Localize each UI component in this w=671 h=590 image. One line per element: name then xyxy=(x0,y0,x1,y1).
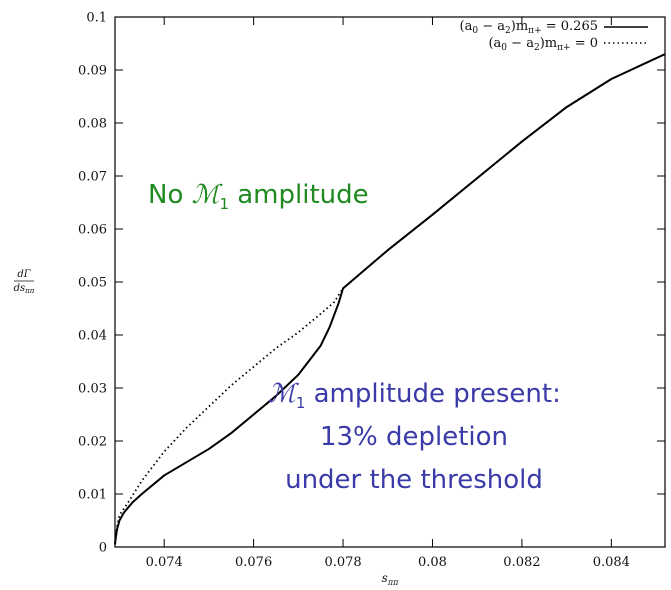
legend-entry-solid: (a0 − a2)mπ+ = 0.265 xyxy=(460,19,648,36)
y-tick-label: 0.02 xyxy=(78,435,107,450)
y-tick-label: 0.1 xyxy=(86,11,107,26)
legend: (a0 − a2)mπ+ = 0.265 (a0 − a2)mπ+ = 0 xyxy=(460,19,648,53)
x-axis-label: sππ xyxy=(382,571,399,587)
x-tick-label: 0.078 xyxy=(324,555,361,570)
x-tick-label: 0.076 xyxy=(235,555,272,570)
svg-text:dsππ: dsππ xyxy=(14,283,35,295)
annotation-m1-present: ℳ1 amplitude present: 13% depletion unde… xyxy=(268,379,561,495)
svg-text:dΓ: dΓ xyxy=(17,269,31,280)
x-tick-label: 0.084 xyxy=(593,555,630,570)
y-tick-label: 0.07 xyxy=(78,170,107,185)
y-tick-label: 0.03 xyxy=(78,382,107,397)
svg-text:(a0 − a2)mπ+ = 0.265: (a0 − a2)mπ+ = 0.265 xyxy=(460,19,598,36)
x-tick-label: 0.08 xyxy=(418,555,447,570)
y-tick-label: 0.09 xyxy=(78,64,107,79)
y-tick-label: 0.04 xyxy=(78,329,107,344)
x-axis-ticks: 0.074 0.076 0.078 0.08 0.082 0.084 xyxy=(146,17,630,570)
series-layer xyxy=(114,53,666,545)
svg-text:ℳ1 amplitude present:: ℳ1 amplitude present: xyxy=(268,379,561,412)
y-tick-label: 0.05 xyxy=(78,276,107,291)
svg-text:13% depletion: 13% depletion xyxy=(320,422,508,452)
x-tick-label: 0.082 xyxy=(503,555,540,570)
y-tick-label: 0 xyxy=(99,541,107,556)
y-tick-label: 0.06 xyxy=(78,223,107,238)
y-axis-ticks: 0 0.01 0.02 0.03 0.04 0.05 0.06 0.07 0.08 0.09 0.1 xyxy=(78,11,665,556)
y-tick-label: 0.01 xyxy=(78,488,107,503)
y-axis-label: dΓ dsππ xyxy=(14,269,35,295)
svg-text:(a0 − a2)mπ+ = 0: (a0 − a2)mπ+ = 0 xyxy=(488,36,598,53)
annotation-no-m1: No ℳ1 amplitude xyxy=(148,180,369,213)
x-tick-label: 0.074 xyxy=(146,555,183,570)
svg-text:under the threshold: under the threshold xyxy=(285,465,543,495)
legend-entry-dotted: (a0 − a2)mπ+ = 0 xyxy=(488,36,648,53)
y-tick-label: 0.08 xyxy=(78,117,107,132)
series-line-solid xyxy=(114,53,666,545)
